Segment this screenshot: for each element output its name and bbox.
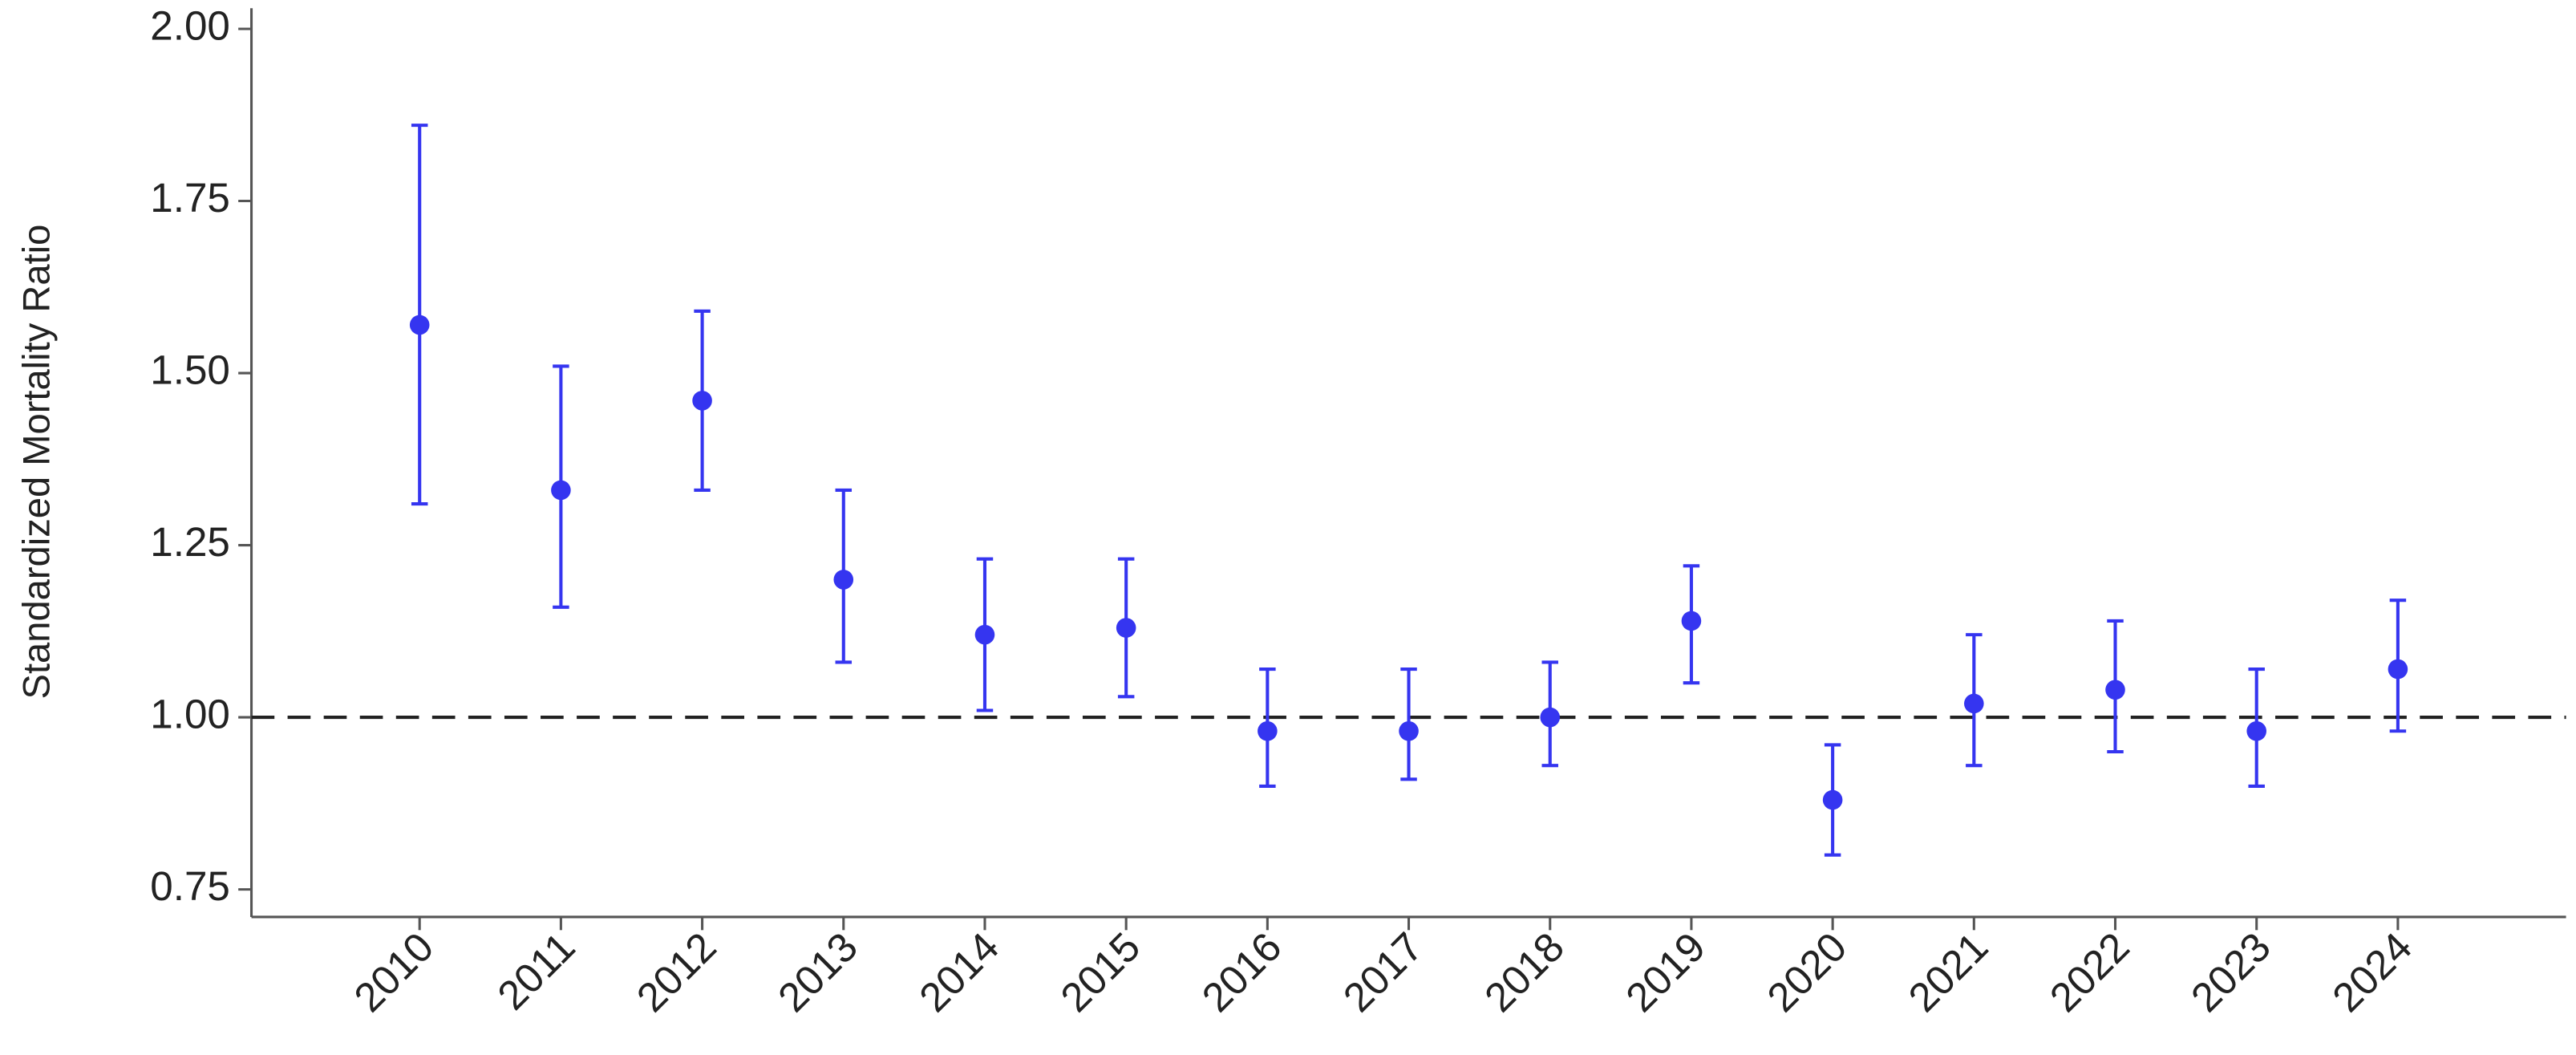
- y-tick-label: 1.50: [150, 347, 230, 393]
- x-tick-label: 2023: [2182, 923, 2279, 1021]
- point: [833, 570, 854, 590]
- point: [1681, 611, 1702, 631]
- point: [1822, 789, 1843, 810]
- point: [974, 624, 995, 645]
- point: [1399, 720, 1419, 741]
- x-tick-label: 2014: [910, 923, 1007, 1021]
- point: [409, 314, 430, 335]
- point: [1540, 707, 1561, 728]
- x-tick-label: 2013: [769, 923, 866, 1021]
- point: [1258, 720, 1278, 741]
- y-tick-label: 1.25: [150, 519, 230, 565]
- point: [2246, 720, 2266, 741]
- y-tick-label: 2.00: [150, 3, 230, 49]
- x-tick-label: 2019: [1617, 923, 1714, 1021]
- point: [692, 391, 712, 411]
- point: [2388, 659, 2408, 680]
- y-tick-label: 1.75: [150, 175, 230, 221]
- point: [2105, 680, 2125, 700]
- y-tick-label: 1.00: [150, 692, 230, 737]
- x-tick-label: 2016: [1193, 923, 1290, 1021]
- point: [1116, 618, 1136, 638]
- x-tick-label: 2018: [1476, 923, 1573, 1021]
- y-axis-label: Standardized Mortality Ratio: [15, 225, 58, 700]
- y-tick-label: 0.75: [150, 863, 230, 909]
- x-tick-label: 2024: [2323, 923, 2420, 1021]
- x-tick-label: 2020: [1759, 923, 1856, 1021]
- x-tick-label: 2012: [628, 923, 725, 1021]
- point: [1964, 693, 1984, 714]
- x-tick-label: 2021: [1900, 923, 1997, 1021]
- x-tick-label: 2010: [346, 923, 443, 1021]
- x-tick-label: 2022: [2041, 923, 2138, 1021]
- point: [551, 480, 571, 501]
- x-tick-label: 2017: [1335, 923, 1432, 1021]
- x-tick-label: 2011: [489, 923, 584, 1018]
- x-tick-label: 2015: [1052, 923, 1149, 1021]
